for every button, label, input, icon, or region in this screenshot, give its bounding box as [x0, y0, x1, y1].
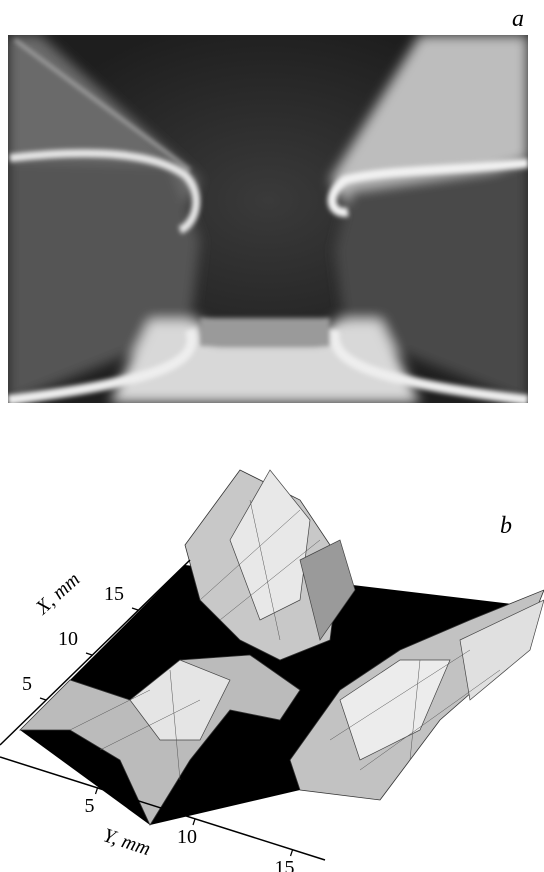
y-axis-label: Y, mm	[101, 824, 154, 860]
tick-mark	[40, 698, 46, 700]
y-tick-label: 15	[275, 857, 295, 872]
x-axis-label: X, mm	[31, 568, 84, 619]
tick-mark	[86, 653, 92, 655]
tick-mark	[96, 788, 98, 794]
panel-label: b	[500, 513, 512, 539]
surface-plot	[20, 470, 544, 825]
tick-mark	[291, 850, 293, 856]
x-tick-label: 10	[58, 628, 78, 650]
panel-label: a	[512, 6, 524, 32]
x-tick-label: 15	[104, 583, 124, 605]
tick-mark	[193, 819, 195, 825]
y-tick-label: 5	[85, 795, 95, 817]
photograph	[8, 35, 528, 403]
tick-mark	[132, 608, 138, 610]
x-tick-label: 5	[22, 673, 32, 695]
y-tick-label: 10	[177, 826, 197, 848]
figure: a b	[0, 0, 544, 872]
